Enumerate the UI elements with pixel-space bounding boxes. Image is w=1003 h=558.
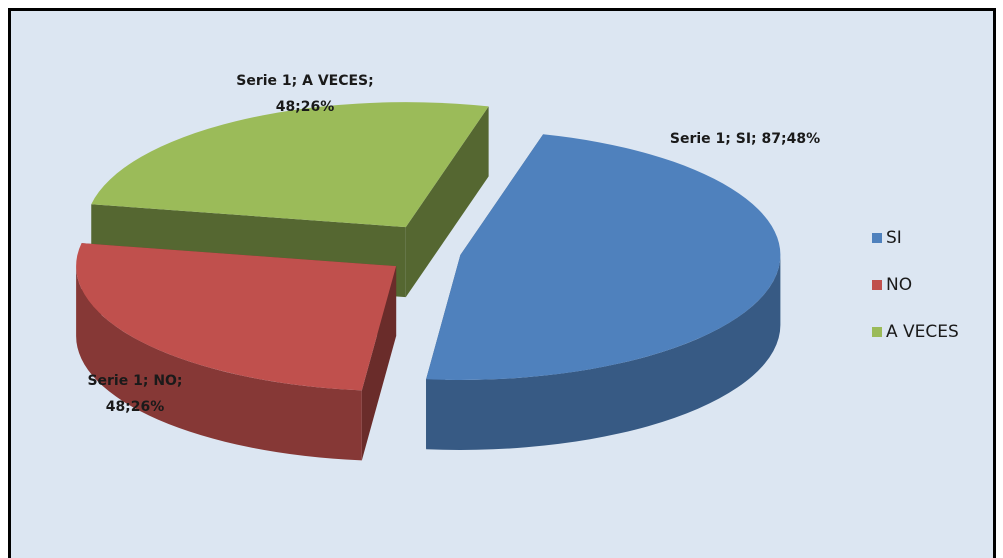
slice bbox=[76, 243, 397, 391]
legend-label: SI bbox=[886, 228, 902, 248]
slice-wall bbox=[405, 106, 489, 298]
legend-label: NO bbox=[886, 275, 913, 295]
data-label: Serie 1; NO; 48;26% bbox=[87, 373, 183, 415]
data-label: Serie 1; SI; 87;48% bbox=[669, 131, 821, 147]
slice bbox=[91, 102, 489, 228]
legend-label: A VECES bbox=[886, 322, 959, 342]
data-label: Serie 1; A VECES; 48;26% bbox=[236, 73, 374, 115]
legend-swatch bbox=[872, 280, 882, 290]
legend-swatch bbox=[872, 327, 882, 337]
slice-side bbox=[76, 266, 362, 461]
legend-swatch bbox=[872, 233, 882, 243]
slice-side bbox=[426, 254, 781, 450]
slice bbox=[426, 134, 781, 380]
